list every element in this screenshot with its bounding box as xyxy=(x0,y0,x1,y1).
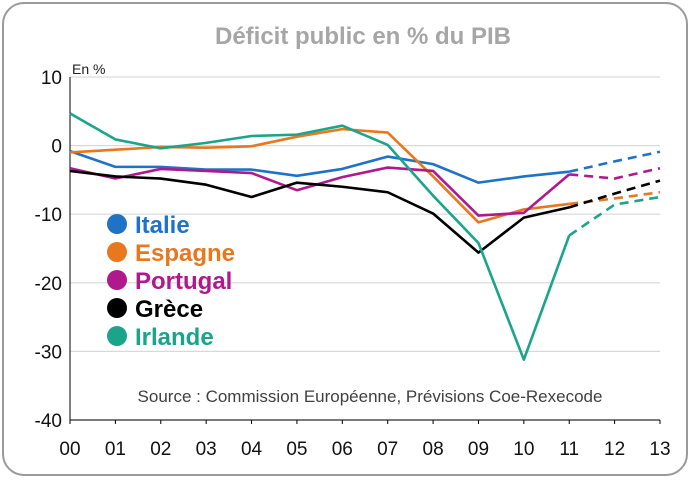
y-tick-label: 0 xyxy=(51,137,62,158)
chart-title: Déficit public en % du PIB xyxy=(215,23,511,50)
legend-label-italie: Italie xyxy=(135,212,190,239)
series-line-italie xyxy=(69,149,570,184)
legend-label-irlande: Irlande xyxy=(135,324,214,351)
series-line-portugal xyxy=(69,166,571,217)
y-tick-label: -40 xyxy=(35,411,62,432)
x-tick-label: 05 xyxy=(286,439,307,460)
series-line-irlande xyxy=(69,112,571,361)
x-tick-label: 11 xyxy=(559,439,579,460)
legend-label-grece: Grèce xyxy=(135,296,203,323)
series-forecast-grece xyxy=(568,179,661,209)
legend-marker-portugal xyxy=(107,270,127,290)
x-tick-label: 09 xyxy=(468,439,489,460)
x-tick-label: 06 xyxy=(332,439,353,460)
series-forecast-italie xyxy=(568,150,661,173)
legend-label-portugal: Portugal xyxy=(135,268,232,295)
y-tick-label: -20 xyxy=(35,274,62,295)
legend-label-espagne: Espagne xyxy=(135,240,235,267)
y-tick-label: -30 xyxy=(35,342,62,363)
x-tick-labels: 00 01 02 03 04 05 06 07 08 09 10 11 12 13 xyxy=(59,439,670,460)
x-tick-label: 02 xyxy=(150,439,171,460)
x-tick-label: 01 xyxy=(105,439,126,460)
x-tick-label: 10 xyxy=(513,439,534,460)
x-tick-label: 04 xyxy=(241,439,263,460)
y-tick-labels: 10 0 -10 -20 -30 -40 xyxy=(35,68,62,432)
x-tick-label: 00 xyxy=(59,439,80,460)
x-tick-label: 13 xyxy=(649,439,670,460)
chart-frame xyxy=(2,2,688,476)
y-tick-label: -10 xyxy=(35,205,62,226)
y-axis-unit-label: En % xyxy=(72,61,105,77)
series-line-grece xyxy=(69,169,570,254)
x-tick-label: 08 xyxy=(423,439,444,460)
legend-marker-grece xyxy=(107,298,127,318)
x-tick-label: 12 xyxy=(604,439,625,460)
legend-marker-irlande xyxy=(107,326,127,346)
x-tick-label: 07 xyxy=(377,439,398,460)
legend-marker-italie xyxy=(107,214,127,234)
series-forecast-portugal xyxy=(569,166,661,180)
series-line-espagne xyxy=(69,127,570,224)
source-note: Source : Commission Européenne, Prévisio… xyxy=(138,387,603,406)
legend-marker-espagne xyxy=(107,242,127,262)
y-tick-label: 10 xyxy=(41,68,62,89)
series-forecast-irlande xyxy=(568,195,661,237)
series-lines xyxy=(69,112,661,361)
axes xyxy=(69,77,661,424)
x-tick-label: 03 xyxy=(196,439,217,460)
